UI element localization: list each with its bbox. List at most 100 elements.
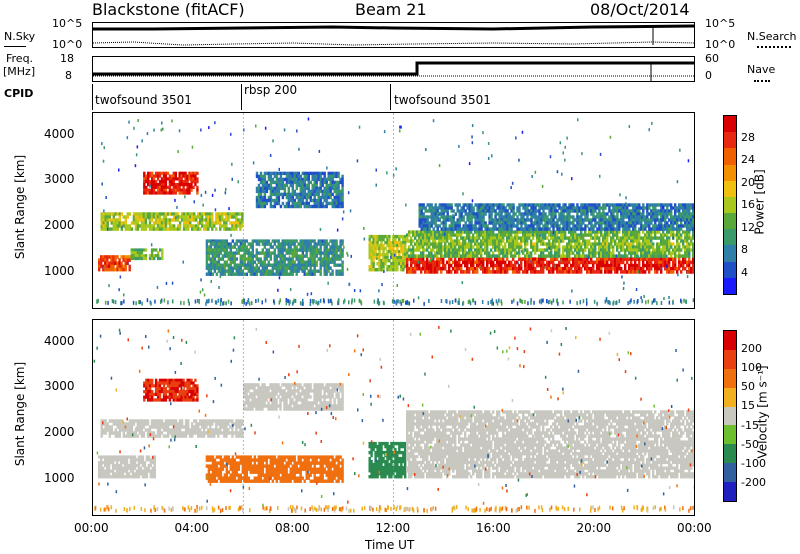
power-cell: [656, 270, 659, 274]
power-cell: [277, 242, 280, 246]
power-cell: [480, 260, 483, 265]
power-cell: [275, 198, 279, 203]
power-cell: [426, 248, 429, 252]
power-cell: [221, 263, 225, 267]
power-cell: [291, 195, 294, 200]
power-cell: [205, 221, 208, 225]
power-cell: [606, 230, 609, 234]
power-cell: [552, 254, 555, 258]
power-cell: [257, 189, 261, 194]
power-cell: [279, 183, 283, 188]
power-cell: [229, 248, 232, 252]
power-cell: [488, 270, 491, 274]
power-cell: [448, 266, 451, 271]
power-cell: [632, 230, 635, 234]
power-cell: [271, 204, 275, 209]
power-cell: [253, 269, 256, 273]
power-cell: [317, 174, 320, 179]
power-ground-cell: [245, 301, 247, 306]
power-cell: [462, 236, 465, 240]
power-cell: [524, 260, 527, 265]
power-cell: [488, 206, 491, 210]
power-cell: [630, 218, 633, 222]
power-cell: [191, 215, 194, 219]
power-cell: [662, 212, 665, 216]
power-cell: [690, 248, 693, 252]
power-cell: [450, 242, 453, 246]
power-cell: [592, 227, 595, 231]
power-cell: [122, 255, 125, 259]
power-cell: [488, 227, 491, 231]
power-cell: [646, 218, 649, 222]
power-scatter-cell: [243, 128, 245, 132]
power-cell: [400, 258, 403, 263]
power-cell: [219, 266, 223, 270]
power-cell: [122, 215, 125, 219]
power-cell: [307, 195, 310, 200]
power-cell: [504, 242, 507, 246]
power-cell: [273, 239, 276, 243]
power-cell: [287, 180, 290, 185]
power-cell: [333, 189, 336, 194]
power-scatter-cell: [224, 191, 227, 195]
power-cell: [168, 191, 172, 195]
power-cell: [592, 248, 595, 252]
power-cell: [590, 266, 593, 271]
power-cell: [291, 186, 294, 191]
power-cell: [215, 260, 219, 264]
power-cell: [556, 236, 559, 240]
power-cell: [558, 266, 561, 271]
power-cell: [656, 203, 659, 207]
power-cell: [166, 221, 170, 225]
power-cell: [564, 263, 567, 268]
power-cell: [498, 254, 501, 258]
power-band-6: [368, 234, 407, 272]
power-cell: [504, 270, 507, 274]
power-cell: [580, 254, 583, 258]
power-cell: [239, 218, 242, 222]
power-cell: [331, 257, 334, 261]
power-cell: [156, 212, 160, 216]
power-cell: [578, 251, 581, 255]
power-cell: [217, 239, 221, 243]
power-cell: [538, 203, 541, 207]
power-cell: [632, 203, 635, 207]
power-cell: [482, 242, 485, 246]
power-cell: [470, 218, 473, 222]
power-cell: [422, 260, 425, 265]
power-cell: [604, 227, 607, 231]
power-cell: [642, 209, 645, 213]
power-cell: [192, 174, 195, 178]
power-cell: [370, 262, 373, 266]
power-cell: [221, 218, 224, 222]
power-cell: [504, 206, 507, 210]
power-cell: [372, 240, 375, 245]
power-cell: [520, 227, 523, 231]
power-cell: [468, 218, 471, 222]
power-cell: [502, 215, 505, 219]
power-cell: [676, 218, 679, 222]
power-cell: [506, 248, 509, 252]
power-cell: [186, 185, 189, 189]
power-cell: [287, 251, 290, 255]
power-cell: [468, 233, 471, 237]
power-cell: [594, 245, 597, 249]
power-cell: [287, 242, 290, 246]
power-cell: [331, 254, 334, 258]
power-cell: [628, 251, 631, 255]
power-cell: [263, 251, 266, 255]
power-cell: [458, 230, 461, 234]
power-cell: [548, 230, 551, 234]
power-cell: [616, 248, 619, 252]
power-ground-cell: [139, 300, 141, 305]
power-cell: [124, 221, 127, 225]
power-cell: [213, 269, 217, 273]
power-cell: [253, 254, 256, 258]
power-ground-cell: [576, 301, 578, 306]
power-cell: [424, 266, 427, 271]
power-cell: [406, 248, 409, 252]
power-cell: [263, 242, 266, 246]
power-cell: [626, 270, 629, 274]
power-cell: [476, 239, 479, 243]
power-scatter-cell: [269, 198, 271, 202]
